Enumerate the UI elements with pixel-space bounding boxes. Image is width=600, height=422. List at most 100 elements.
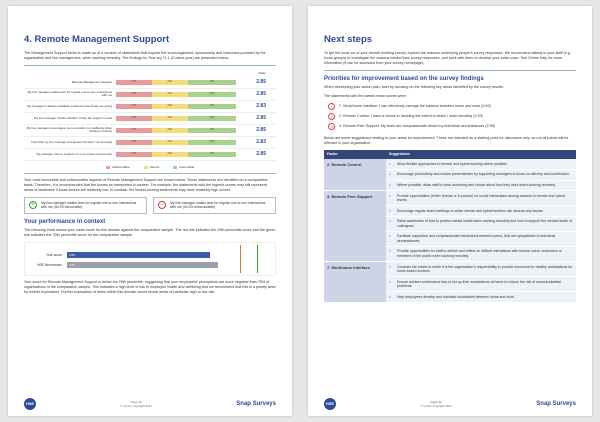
page: Next steps To get the most out of your r…: [308, 6, 592, 416]
page: 4. Remote Management Support The Managem…: [8, 6, 292, 416]
paragraph: The statements with the lowest mean scor…: [324, 93, 407, 98]
heading: Your performance in context: [24, 218, 106, 225]
bar-segment: 30%: [152, 92, 188, 97]
legend-label: Favourable: [179, 164, 195, 169]
mean-score: 2.85: [256, 151, 266, 158]
row-label: My manager tries to support me in a remo…: [36, 151, 112, 156]
mean-score: 2.85: [256, 91, 266, 98]
bar-segment: 40%: [188, 116, 236, 121]
priority-list: 1 7. Work/home interface: I can effective…: [324, 102, 576, 130]
mean-score: 2.83: [256, 103, 266, 110]
mean-score: 2.85: [256, 127, 266, 134]
title: 4. Remote Management Support: [24, 34, 170, 45]
bar: 30% 30% 40%: [116, 104, 236, 109]
highlight-text: My line manager makes time for regular o…: [41, 200, 137, 210]
copyright: © Crown copyright 2017: [420, 404, 453, 408]
paragraph: Below are some suggestions relating to y…: [324, 135, 569, 145]
item-text: 7. Work/home interface: I can effectivel…: [339, 104, 491, 109]
bar-segment: 40%: [188, 128, 236, 133]
legend-item: Unfavourable: [105, 165, 130, 169]
brand: Snap Surveys: [536, 401, 576, 407]
bar-segment: 30%: [116, 128, 152, 133]
priority-item: 1 7. Work/home interface: I can effective…: [328, 102, 576, 110]
priority-item: 3 3. Remote Peer Support: My team are com…: [328, 122, 576, 130]
logo: HSE: [24, 398, 36, 410]
bullet: •: [386, 261, 394, 278]
heading: Priorities for improvement based on the …: [324, 75, 484, 82]
bar: 3.02: [67, 261, 218, 268]
mean-score: 2.85: [256, 79, 266, 86]
suggestion-cell: Consider the extent to which it is the o…: [394, 261, 576, 278]
bar-segment: 40%: [188, 104, 236, 109]
bullet: •: [386, 246, 394, 263]
chart-row: My manager tries to support me in a remo…: [24, 149, 276, 161]
table-row: • Raise awareness of how to protect menta…: [324, 216, 576, 232]
item-number: 3: [328, 122, 335, 130]
bar-label: HSE Benchmark: [36, 262, 62, 267]
footer: HSE Page 19 © Crown copyright 2017 Snap S…: [24, 397, 276, 411]
table-row: • Ensure workers understand how to set up…: [324, 276, 576, 293]
bar-segment: 40%: [188, 140, 236, 145]
table-row: • Where possible, allow staff to have aut…: [324, 180, 576, 192]
bar-segment: 30%: [116, 116, 152, 121]
page-number: Page 19: [130, 399, 142, 404]
item-number: 2: [328, 112, 335, 120]
bullet: •: [386, 169, 394, 181]
row-label: My manager is always available to discus…: [26, 103, 112, 108]
logo: HSE: [324, 398, 336, 410]
table-row: • Help employees develop and maintain bou…: [324, 291, 576, 303]
bar: 30% 30% 40%: [116, 152, 236, 157]
row-label: I feel that my line manager recognises t…: [30, 139, 112, 144]
bar: 30% 30% 40%: [116, 128, 236, 133]
mean-score: 2.85: [256, 115, 266, 122]
highlight-box: − My line manager makes time for regular …: [153, 196, 276, 214]
table-row: • Facilitate supportive and compassionate…: [324, 231, 576, 247]
bar: 30% 30% 40%: [116, 116, 236, 121]
suggestion-cell: Allow flexible approaches to remote and …: [394, 159, 576, 170]
bar-label: Your score: [45, 252, 62, 257]
bullet: •: [386, 216, 394, 232]
paragraph: The following chart shows your mean scor…: [24, 227, 276, 237]
bar: 30% 30% 40%: [116, 80, 236, 85]
factor-cell: 2. Remote Control: [324, 159, 386, 192]
suggestion-cell: Provide opportunities for staff to debri…: [394, 246, 576, 263]
highlights: + My line manager makes time for regular …: [24, 196, 276, 214]
chart-row: Remote Management Support 30% 30% 40% 2.85: [24, 77, 276, 89]
suggestion-cell: Help employees develop and maintain boun…: [394, 291, 576, 303]
bar-segment: 30%: [116, 140, 152, 145]
bullet: •: [386, 205, 394, 217]
divider: [324, 69, 576, 71]
row-label: Remote Management Support: [71, 79, 112, 84]
suggestion-cell: Facilitate supportive and compassionate …: [394, 231, 576, 247]
bar-segment: 30%: [152, 80, 188, 85]
bar-segment: 30%: [152, 116, 188, 121]
bullet: •: [386, 159, 394, 170]
table-row: • Encourage regular team meetings in whic…: [324, 205, 576, 217]
legend-item: Favourable: [173, 165, 194, 169]
suggestion-cell: Where possible, allow staff to have auto…: [394, 180, 576, 192]
suggestion-cell: Ensure workers understand how to set up …: [394, 276, 576, 293]
bar: 30% 30% 40%: [116, 92, 236, 97]
row-label: My line manager encourages me to conside…: [26, 125, 112, 134]
bullet: •: [386, 190, 394, 207]
bullet: •: [386, 180, 394, 192]
header-row: Factor Suggestions: [324, 149, 576, 160]
bar-segment: 30%: [116, 152, 152, 157]
item-text: 2. Remote Control: I have a choice in de…: [339, 114, 483, 119]
mean-score: 2.83: [256, 139, 266, 146]
suggestion-cell: Raise awareness of how to protect mental…: [394, 216, 576, 232]
bar-segment: 30%: [116, 80, 152, 85]
paragraph: When developing your action plan, start …: [324, 84, 504, 89]
bullet: •: [386, 231, 394, 247]
row-label: My line manager makes time for regular o…: [27, 89, 112, 98]
mean-header: Mean: [258, 71, 266, 76]
copyright: © Crown copyright 2017: [120, 404, 153, 408]
bar-segment: 30%: [152, 152, 188, 157]
highlight-text: My line manager makes time for regular o…: [170, 200, 266, 210]
paragraph: To get the most out of your remote worki…: [324, 51, 571, 65]
factor-cell: 3. Remote Peer Support: [324, 190, 386, 262]
legend-swatch: [143, 165, 148, 169]
stacked-chart: Mean Remote Management Support 30% 30% 40% 2…: [24, 70, 276, 161]
bar: 2.85: [67, 251, 210, 258]
